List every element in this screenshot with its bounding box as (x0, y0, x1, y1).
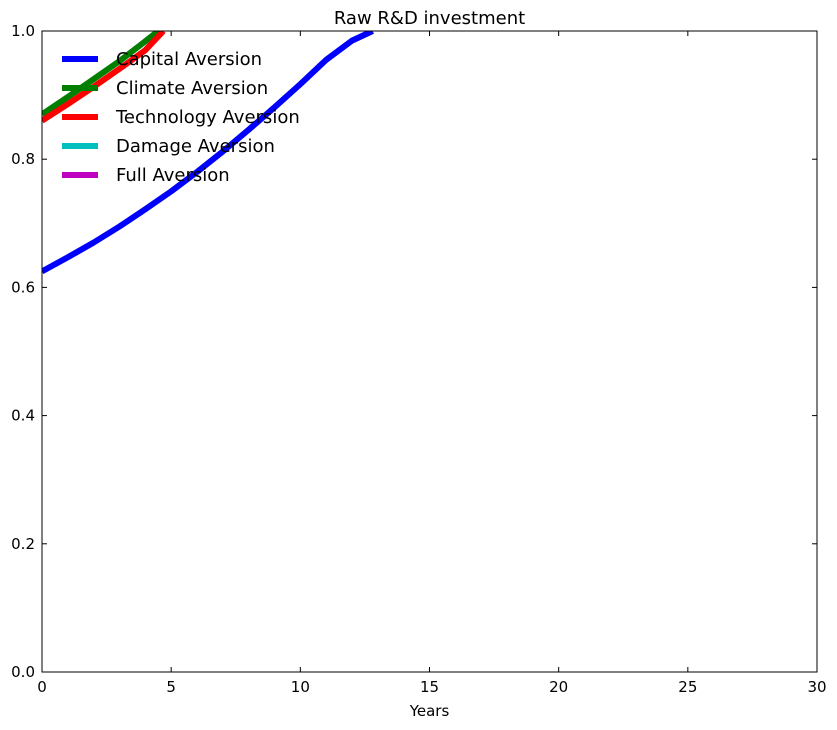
x-tick-label: 20 (549, 678, 568, 696)
x-tick-label: 15 (420, 678, 439, 696)
series-line-capital-aversion (42, 31, 374, 275)
legend-label-capital-aversion: Capital Aversion (116, 49, 262, 70)
y-tick-label: 0.8 (11, 150, 35, 168)
y-tick-label: 0.4 (11, 407, 35, 425)
legend-label-climate-aversion: Climate Aversion (116, 78, 268, 99)
legend-label-technology-aversion: Technology Aversion (115, 107, 300, 128)
x-axis-title: Years (409, 702, 450, 720)
y-tick-label: 0.2 (11, 535, 35, 553)
series-layer (42, 31, 374, 275)
legend-label-damage-aversion: Damage Aversion (116, 136, 275, 157)
chart-title: Raw R&D investment (334, 8, 525, 29)
x-tick-label: 10 (291, 678, 310, 696)
x-tick-label: 30 (807, 678, 826, 696)
x-tick-label: 25 (678, 678, 697, 696)
ticks-layer: 0 5 10 15 20 25 30 0.0 0.2 0.4 0.6 0.8 1.0 (11, 22, 826, 696)
series-line-climate-aversion (42, 31, 161, 117)
legend: Capital Aversion Climate Aversion Technolo… (62, 49, 300, 186)
y-tick-label: 0.6 (11, 278, 35, 296)
y-tick-label: 0.0 (11, 663, 35, 681)
y-tick-label: 1.0 (11, 22, 35, 40)
x-tick-label: 5 (166, 678, 176, 696)
series-line-technology-aversion (42, 31, 166, 124)
x-tick-label: 0 (37, 678, 47, 696)
legend-label-full-aversion: Full Aversion (116, 165, 230, 186)
